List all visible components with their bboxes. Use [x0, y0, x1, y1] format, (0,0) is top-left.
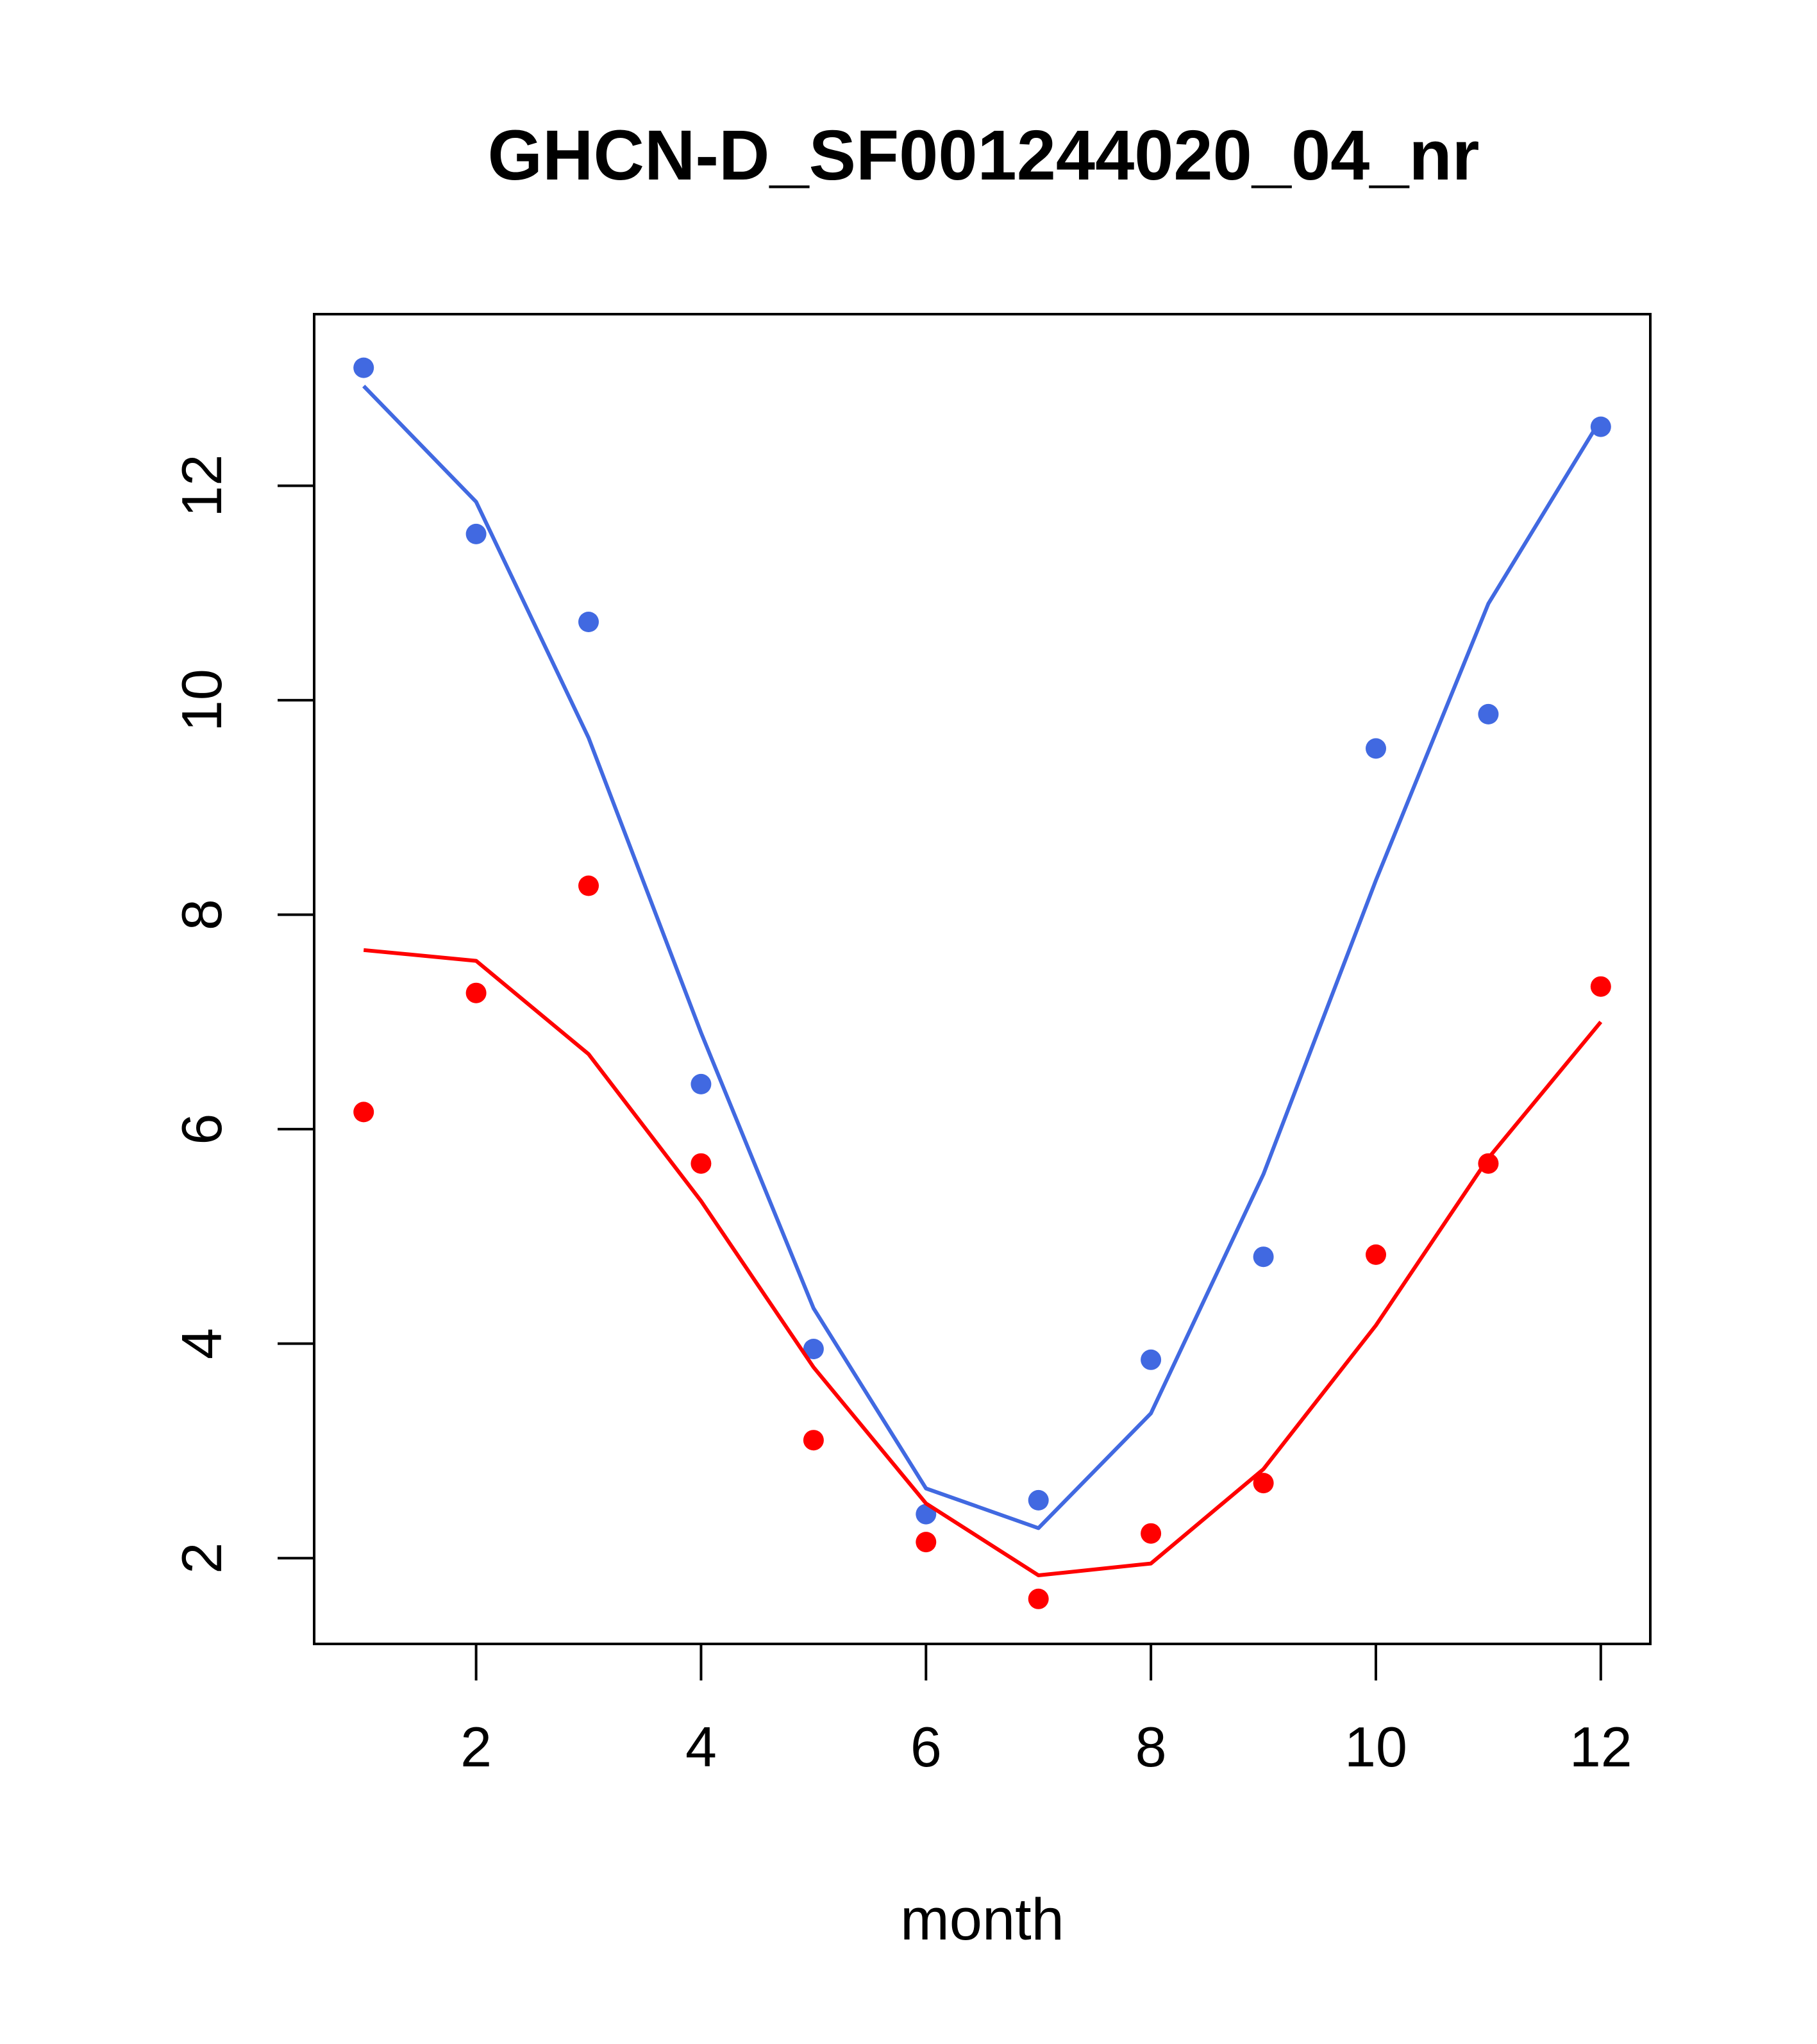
x-tick-label: 2 [460, 1715, 492, 1779]
series-2-point [803, 1430, 824, 1451]
series-1-point [1028, 1489, 1049, 1511]
x-tick-label: 6 [910, 1715, 942, 1779]
series-1-point [1366, 738, 1386, 759]
series-1-point [1590, 416, 1611, 437]
series-1-point [1478, 703, 1499, 725]
series-1-point [1141, 1349, 1162, 1370]
series-1-point [803, 1339, 824, 1359]
y-tick-label: 8 [170, 899, 233, 930]
series-2-point [1478, 1153, 1499, 1174]
series-2-point [1141, 1523, 1162, 1544]
y-tick-label: 6 [170, 1114, 233, 1145]
series-2-point [353, 1102, 374, 1123]
x-tick-label: 4 [685, 1715, 717, 1779]
x-tick-label: 10 [1344, 1715, 1407, 1779]
series-1-point [353, 357, 374, 378]
y-tick-label: 12 [170, 455, 233, 517]
chart-title: GHCN-D_SF001244020_04_nr [488, 116, 1480, 195]
series-2-point [1028, 1588, 1049, 1609]
x-axis: 2 4 6 8 10 12 [460, 1643, 1632, 1779]
series-1-point [465, 523, 487, 544]
series-2-line [363, 948, 1603, 1577]
series-2-point [691, 1153, 712, 1174]
series-2-point [1366, 1244, 1386, 1265]
x-tick-label: 12 [1570, 1715, 1632, 1779]
series-1-line [362, 385, 1603, 1530]
series-1-point [691, 1073, 712, 1094]
x-axis-label: month [900, 1887, 1064, 1952]
series-2-point [1590, 976, 1611, 997]
x-tick-label: 8 [1135, 1715, 1167, 1779]
series-2-point [1253, 1473, 1274, 1494]
series-2-point [578, 875, 599, 896]
y-tick-label: 4 [170, 1328, 233, 1359]
y-axis: 2 4 6 8 10 12 [170, 455, 315, 1574]
series-2-point [916, 1532, 937, 1553]
plot-area [353, 357, 1611, 1609]
series-1-point [1253, 1246, 1274, 1268]
y-tick-label: 2 [170, 1543, 233, 1574]
series-2-point [465, 982, 487, 1003]
series-1-point [916, 1504, 937, 1525]
y-tick-label: 10 [170, 669, 233, 732]
series-1-point [578, 612, 599, 632]
